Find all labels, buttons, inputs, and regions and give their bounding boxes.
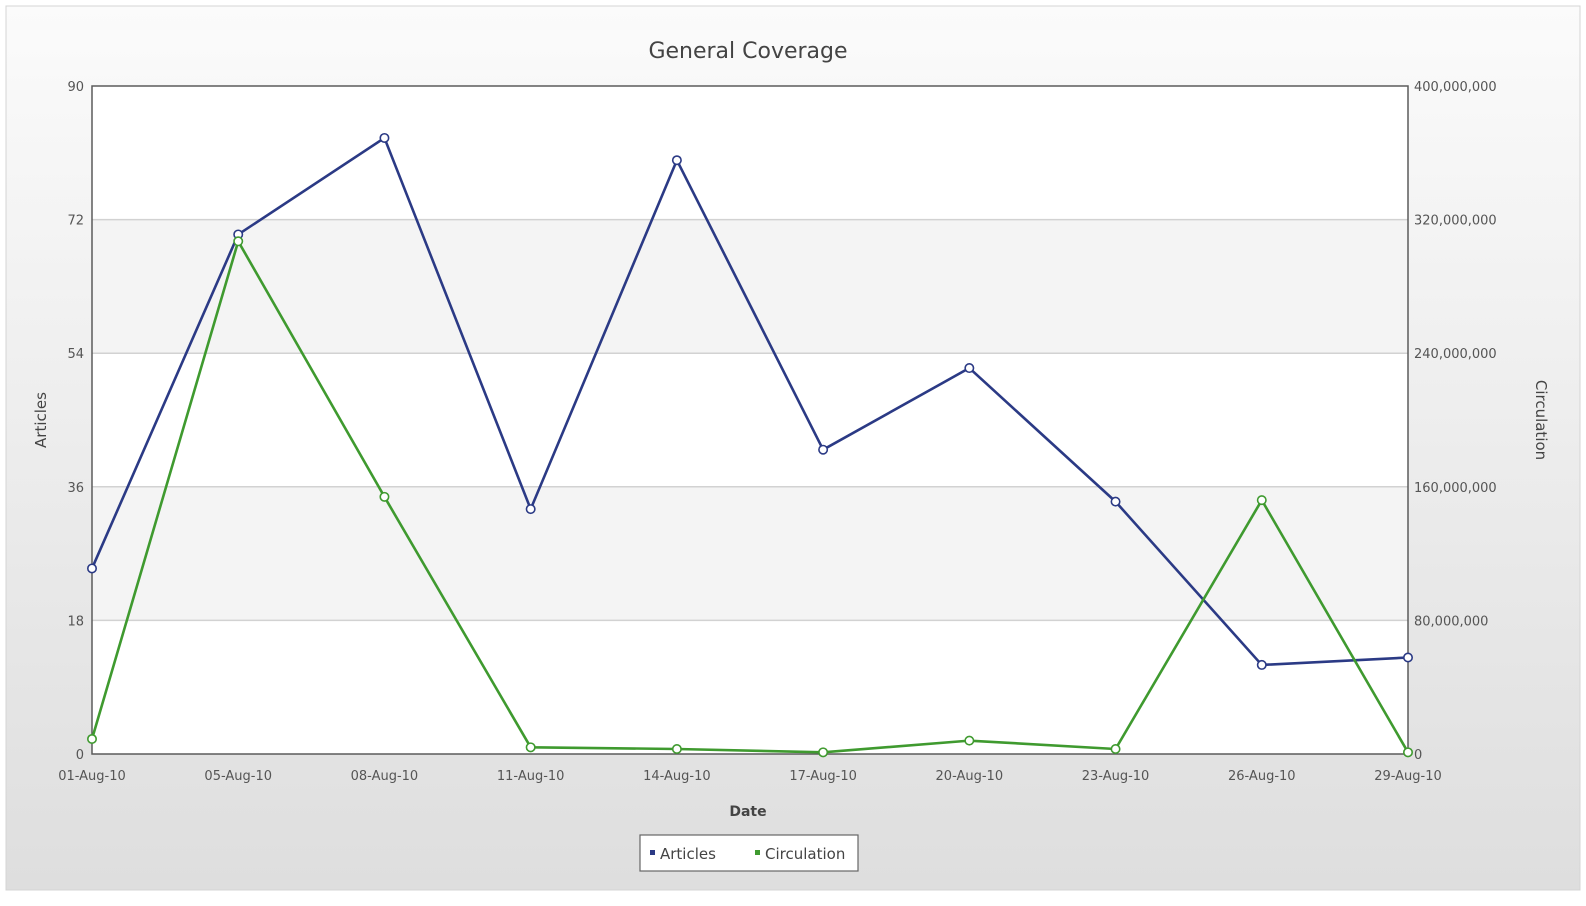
legend-label-circulation: Circulation bbox=[765, 845, 845, 863]
data-point-articles[interactable] bbox=[818, 444, 829, 455]
legend-box bbox=[639, 834, 859, 872]
plot-frame bbox=[91, 85, 1409, 755]
legend-swatch-articles bbox=[650, 850, 655, 855]
series-line-circulation bbox=[90, 240, 1410, 754]
x-tick-label: 05-Aug-10 bbox=[204, 769, 272, 784]
y-left-tick-label: 90 bbox=[67, 80, 84, 95]
y-axis-right-ticks: 0 80,000,000 160,000,000 240,000,000 320,000… bbox=[1414, 80, 1497, 763]
x-tick-label: 20-Aug-10 bbox=[936, 769, 1004, 784]
series-circulation bbox=[87, 236, 1414, 758]
x-axis-label: Date bbox=[729, 804, 766, 820]
x-tick-label: 26-Aug-10 bbox=[1228, 769, 1296, 784]
data-point-circulation[interactable] bbox=[1256, 495, 1267, 506]
x-tick-label: 08-Aug-10 bbox=[351, 769, 419, 784]
x-axis-ticks: 01-Aug-10 05-Aug-10 08-Aug-10 11-Aug-10 14-A… bbox=[58, 769, 1442, 784]
data-point-circulation[interactable] bbox=[87, 733, 98, 744]
y-axis-right-label: Circulation bbox=[1532, 380, 1550, 460]
data-point-articles[interactable] bbox=[964, 363, 975, 374]
y-right-tick-label: 240,000,000 bbox=[1414, 347, 1497, 362]
legend: Articles Circulation bbox=[639, 834, 859, 872]
x-tick-label: 17-Aug-10 bbox=[789, 769, 857, 784]
y-right-tick-label: 0 bbox=[1414, 748, 1422, 763]
series-line-articles bbox=[90, 136, 1409, 667]
y-left-tick-label: 18 bbox=[67, 614, 84, 629]
x-tick-label: 14-Aug-10 bbox=[643, 769, 711, 784]
y-right-tick-label: 320,000,000 bbox=[1414, 214, 1497, 229]
data-point-circulation[interactable] bbox=[379, 491, 390, 502]
y-left-tick-label: 0 bbox=[76, 748, 84, 763]
y-right-tick-label: 400,000,000 bbox=[1414, 80, 1497, 95]
series-layer bbox=[87, 132, 1414, 758]
x-tick-label: 23-Aug-10 bbox=[1082, 769, 1150, 784]
data-point-articles[interactable] bbox=[379, 132, 390, 143]
series-articles bbox=[87, 132, 1414, 670]
data-point-circulation[interactable] bbox=[1110, 743, 1121, 754]
grid-band bbox=[92, 486, 1408, 621]
data-point-articles[interactable] bbox=[1110, 496, 1121, 507]
y-axis-left-label: Articles bbox=[32, 392, 50, 448]
data-point-articles[interactable] bbox=[87, 563, 98, 574]
y-right-tick-label: 80,000,000 bbox=[1414, 614, 1488, 629]
y-left-tick-label: 72 bbox=[67, 214, 84, 229]
x-tick-label: 11-Aug-10 bbox=[497, 769, 565, 784]
y-axis-left-ticks: 0 18 36 54 72 90 bbox=[67, 80, 84, 763]
grid-band bbox=[92, 219, 1408, 354]
data-point-circulation[interactable] bbox=[671, 743, 682, 754]
x-tick-label: 01-Aug-10 bbox=[58, 769, 126, 784]
legend-swatch-circulation bbox=[755, 850, 760, 855]
grid-bands bbox=[92, 219, 1408, 621]
data-point-articles[interactable] bbox=[1256, 659, 1267, 670]
data-point-circulation[interactable] bbox=[818, 747, 829, 758]
data-point-articles[interactable] bbox=[1403, 652, 1414, 663]
gridlines bbox=[92, 218, 1408, 622]
chart-title: General Coverage bbox=[648, 39, 847, 64]
y-right-tick-label: 160,000,000 bbox=[1414, 481, 1497, 496]
data-point-articles[interactable] bbox=[525, 504, 536, 515]
y-left-tick-label: 36 bbox=[67, 481, 84, 496]
y-left-tick-label: 54 bbox=[67, 347, 84, 362]
plot-area bbox=[92, 86, 1408, 754]
data-point-circulation[interactable] bbox=[1403, 747, 1414, 758]
legend-label-articles: Articles bbox=[660, 845, 716, 863]
data-point-articles[interactable] bbox=[671, 155, 682, 166]
x-tick-label: 29-Aug-10 bbox=[1374, 769, 1442, 784]
data-point-circulation[interactable] bbox=[233, 236, 244, 247]
data-point-circulation[interactable] bbox=[525, 742, 536, 753]
data-point-circulation[interactable] bbox=[964, 735, 975, 746]
